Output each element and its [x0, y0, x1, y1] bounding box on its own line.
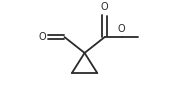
- Text: O: O: [101, 2, 109, 12]
- Text: O: O: [39, 32, 46, 42]
- Text: O: O: [118, 24, 125, 34]
